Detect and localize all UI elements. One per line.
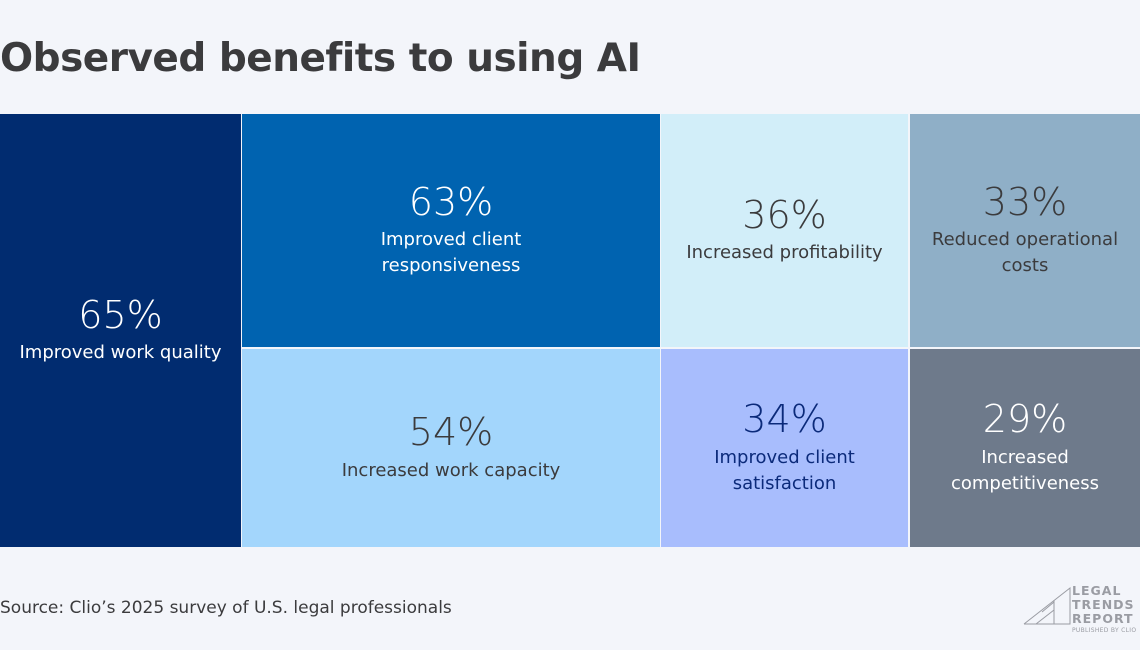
chart-title: Observed benefits to using AI xyxy=(0,36,641,81)
tile-reduced-operational-costs: 33% Reduced operational costs xyxy=(910,114,1140,347)
source-note: Source: Clio’s 2025 survey of U.S. legal… xyxy=(0,598,452,618)
logo-line: REPORT xyxy=(1072,611,1134,626)
tile-increased-profitability: 36% Increased profitability xyxy=(661,114,908,347)
tile-improved-client-responsiveness: 63% Improved client responsiveness xyxy=(242,114,660,347)
tile-label: Improved work quality xyxy=(19,342,222,364)
tile-value: 54% xyxy=(408,410,494,455)
tile-improved-work-quality: 65% Improved work quality xyxy=(0,114,241,547)
tile-label: Improved client satisfaction xyxy=(714,446,855,494)
tile-value: 63% xyxy=(408,179,494,224)
logo-line: TRENDS xyxy=(1072,597,1135,612)
tile-increased-competitiveness: 29% Increased competitiveness xyxy=(910,349,1140,547)
tile-increased-work-capacity: 54% Increased work capacity xyxy=(242,349,660,547)
logo-tagline: PUBLISHED BY CLIO xyxy=(1072,627,1137,634)
tile-value: 36% xyxy=(742,192,827,237)
tile-label: Improved client responsiveness xyxy=(380,229,522,277)
tile-improved-client-satisfaction: 34% Improved client satisfaction xyxy=(661,349,908,547)
tile-value: 33% xyxy=(982,179,1068,224)
logo-text: LEGAL TRENDS REPORT xyxy=(1072,584,1135,626)
legal-trends-report-logo: LEGAL TRENDS REPORT PUBLISHED BY CLIO xyxy=(1022,584,1140,636)
tile-value: 34% xyxy=(742,397,827,442)
tile-value: 29% xyxy=(982,397,1068,442)
tile-label: Increased work capacity xyxy=(341,459,561,481)
tile-label: Increased profitability xyxy=(686,242,883,264)
tile-label: Reduced operational costs xyxy=(931,229,1119,277)
logo-triangle-icon xyxy=(1023,586,1071,625)
tile-value: 65% xyxy=(78,292,163,337)
logo-line: LEGAL xyxy=(1072,583,1122,598)
tile-label: Increased competitiveness xyxy=(950,446,1100,494)
